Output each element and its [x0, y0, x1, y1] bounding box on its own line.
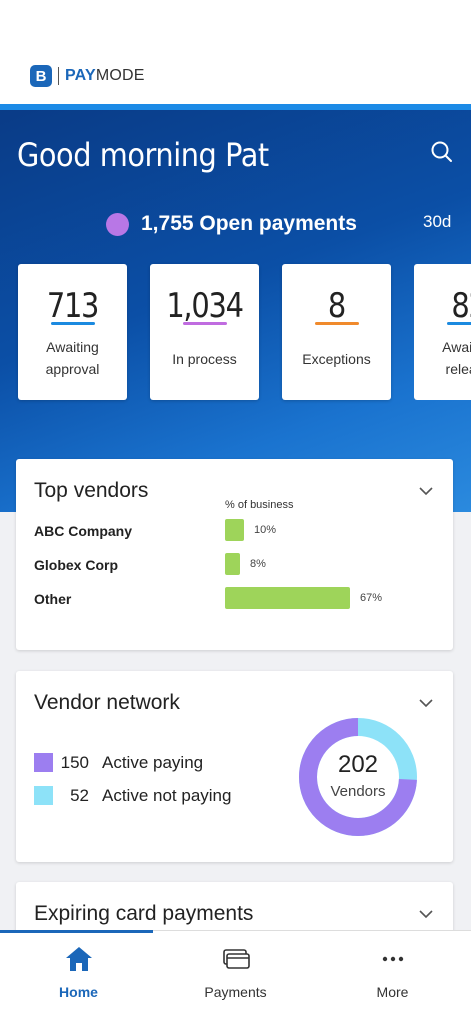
vendor-share-pct: 8%: [250, 558, 266, 570]
tab-label: More: [376, 984, 409, 1000]
vendor-share-bar: [225, 587, 350, 609]
chevron-down-icon: [419, 699, 433, 708]
period-selector[interactable]: 30d: [423, 212, 452, 231]
open-payments-dot: [106, 212, 129, 236]
bottom-tab-bar: Home Payments More: [0, 930, 471, 1020]
vendor-network-expand-button[interactable]: [416, 693, 436, 713]
donut-total: 202: [337, 751, 379, 778]
open-payments-summary[interactable]: 1,755 Open payments: [106, 210, 357, 238]
tab-payments[interactable]: Payments: [157, 942, 314, 1002]
percent-business-header: % of business: [225, 499, 294, 511]
vendor-share-pct: 10%: [254, 524, 277, 536]
stat-card-in-process[interactable]: 1,034 In process: [150, 264, 259, 400]
vendor-name: ABC Company: [34, 523, 133, 539]
open-payments-label: 1,755 Open payments: [141, 212, 357, 235]
top-vendors-card: Top vendors % of business ABC Company 10…: [16, 459, 453, 650]
stat-label: Awaiting approval: [45, 339, 100, 377]
stat-value: 8: [327, 286, 346, 326]
stat-accent-bar: [446, 322, 471, 325]
stat-card-exceptions[interactable]: 8 Exceptions: [282, 264, 391, 400]
tab-label: Payments: [204, 984, 267, 1000]
legend-count: 52: [70, 786, 89, 805]
search-icon: [431, 141, 452, 162]
hero-accent-line: [0, 104, 471, 110]
logo-badge: B: [30, 65, 52, 87]
legend-swatch-active-paying: [34, 753, 53, 772]
logo-wordmark: PAYMODE: [65, 67, 145, 85]
vendor-share-bar: [225, 519, 244, 541]
tab-label: Home: [59, 984, 98, 1000]
home-icon: [65, 947, 92, 971]
vendor-network-title: Vendor network: [34, 691, 180, 714]
stat-label: Exceptions: [302, 351, 371, 367]
vendor-network-donut: [299, 718, 417, 836]
search-button[interactable]: [428, 138, 456, 166]
logo-wordmark-bold: PAY: [65, 67, 96, 84]
more-icon: [382, 956, 403, 962]
payments-icon: [222, 949, 250, 969]
vendor-name: Globex Corp: [34, 557, 119, 573]
legend-count: 150: [60, 753, 89, 772]
stat-card-awaiting-approval[interactable]: 713 Awaiting approval: [18, 264, 127, 400]
legend-label: Active not paying: [102, 786, 232, 805]
logo-letter: B: [35, 67, 47, 85]
chevron-down-icon: [419, 910, 433, 919]
stat-label: Awaiting release: [442, 339, 471, 377]
donut-segment-paying: [299, 718, 417, 836]
stat-card-awaiting-release[interactable]: 82 Awaiting release: [414, 264, 471, 400]
legend-swatch-active-not-paying: [34, 786, 53, 805]
paymode-logo: B PAYMODE: [30, 64, 145, 88]
vendor-network-card: Vendor network 150 Active paying 52 Acti…: [16, 671, 453, 862]
vendor-name: Other: [34, 591, 72, 607]
top-vendors-expand-button[interactable]: [416, 481, 436, 501]
expiring-expand-button[interactable]: [416, 904, 436, 924]
top-bar: B PAYMODE: [0, 0, 471, 104]
stat-value: 82: [451, 286, 471, 326]
vendor-share-pct: 67%: [360, 592, 383, 604]
stat-label: In process: [172, 351, 237, 367]
top-vendors-title: Top vendors: [34, 479, 149, 502]
active-tab-indicator: [0, 930, 153, 933]
logo-wordmark-rest: MODE: [95, 67, 145, 84]
stat-value: 1,034: [166, 286, 244, 326]
hero-banner: Good morning Pat 1,755 Open payments 30d…: [0, 104, 471, 512]
stat-accent-bar: [182, 322, 227, 325]
greeting-title: Good morning Pat: [17, 136, 269, 174]
donut-total-label: Vendors: [330, 783, 386, 800]
chevron-down-icon: [419, 487, 433, 496]
tab-more[interactable]: More: [314, 942, 471, 1002]
tab-bar-divider: [153, 930, 471, 931]
tab-home[interactable]: Home: [0, 942, 157, 1002]
logo-divider: [58, 67, 59, 85]
stat-value: 713: [46, 286, 100, 326]
vendor-share-bar: [225, 553, 240, 575]
expiring-card-payments-title: Expiring card payments: [34, 902, 254, 925]
stat-accent-bar: [314, 322, 359, 325]
legend-label: Active paying: [102, 753, 204, 772]
stat-accent-bar: [50, 322, 95, 325]
stat-card-clip: 82 Awaiting release: [414, 264, 471, 400]
